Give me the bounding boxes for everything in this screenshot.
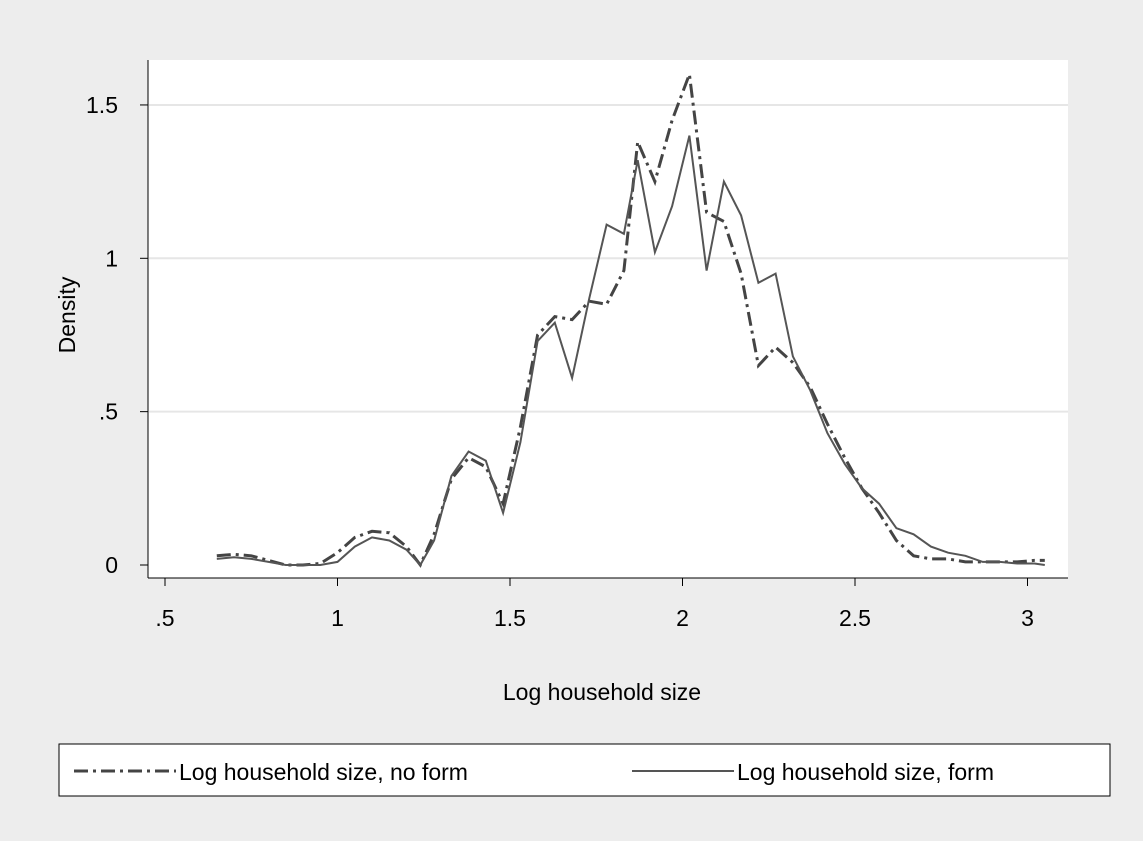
x-tick-label-4: 2.5 bbox=[839, 605, 871, 631]
series-layer bbox=[216, 73, 1045, 568]
x-axis-label: Log household size bbox=[503, 679, 701, 705]
x-tick-label-2: 1.5 bbox=[494, 605, 526, 631]
tick-labels: 0 .5 1 1.5 .5 1 1.5 2 2.5 3 bbox=[86, 92, 1034, 631]
legend-box bbox=[58, 743, 1111, 797]
x-tick-label-1: 1 bbox=[331, 605, 344, 631]
y-axis-label: Density bbox=[54, 276, 80, 353]
series-line-form bbox=[216, 135, 1045, 567]
legend-label-form: Log household size, form bbox=[737, 759, 994, 785]
legend-label-no-form: Log household size, no form bbox=[179, 759, 468, 785]
y-tick-label-0: 0 bbox=[105, 552, 118, 578]
x-tick-label-0: .5 bbox=[155, 605, 174, 631]
y-tick-label-1: .5 bbox=[99, 399, 118, 425]
axes bbox=[147, 60, 1068, 579]
legend: Log household size, no form Log househol… bbox=[58, 743, 1111, 797]
series-line-no-form bbox=[216, 73, 1045, 568]
y-tick-label-2: 1 bbox=[105, 245, 118, 271]
x-tick-label-3: 2 bbox=[676, 605, 689, 631]
grid-lines bbox=[149, 103, 1068, 413]
y-tick-label-3: 1.5 bbox=[86, 92, 118, 118]
x-tick-label-5: 3 bbox=[1021, 605, 1034, 631]
plot-area bbox=[148, 60, 1068, 578]
